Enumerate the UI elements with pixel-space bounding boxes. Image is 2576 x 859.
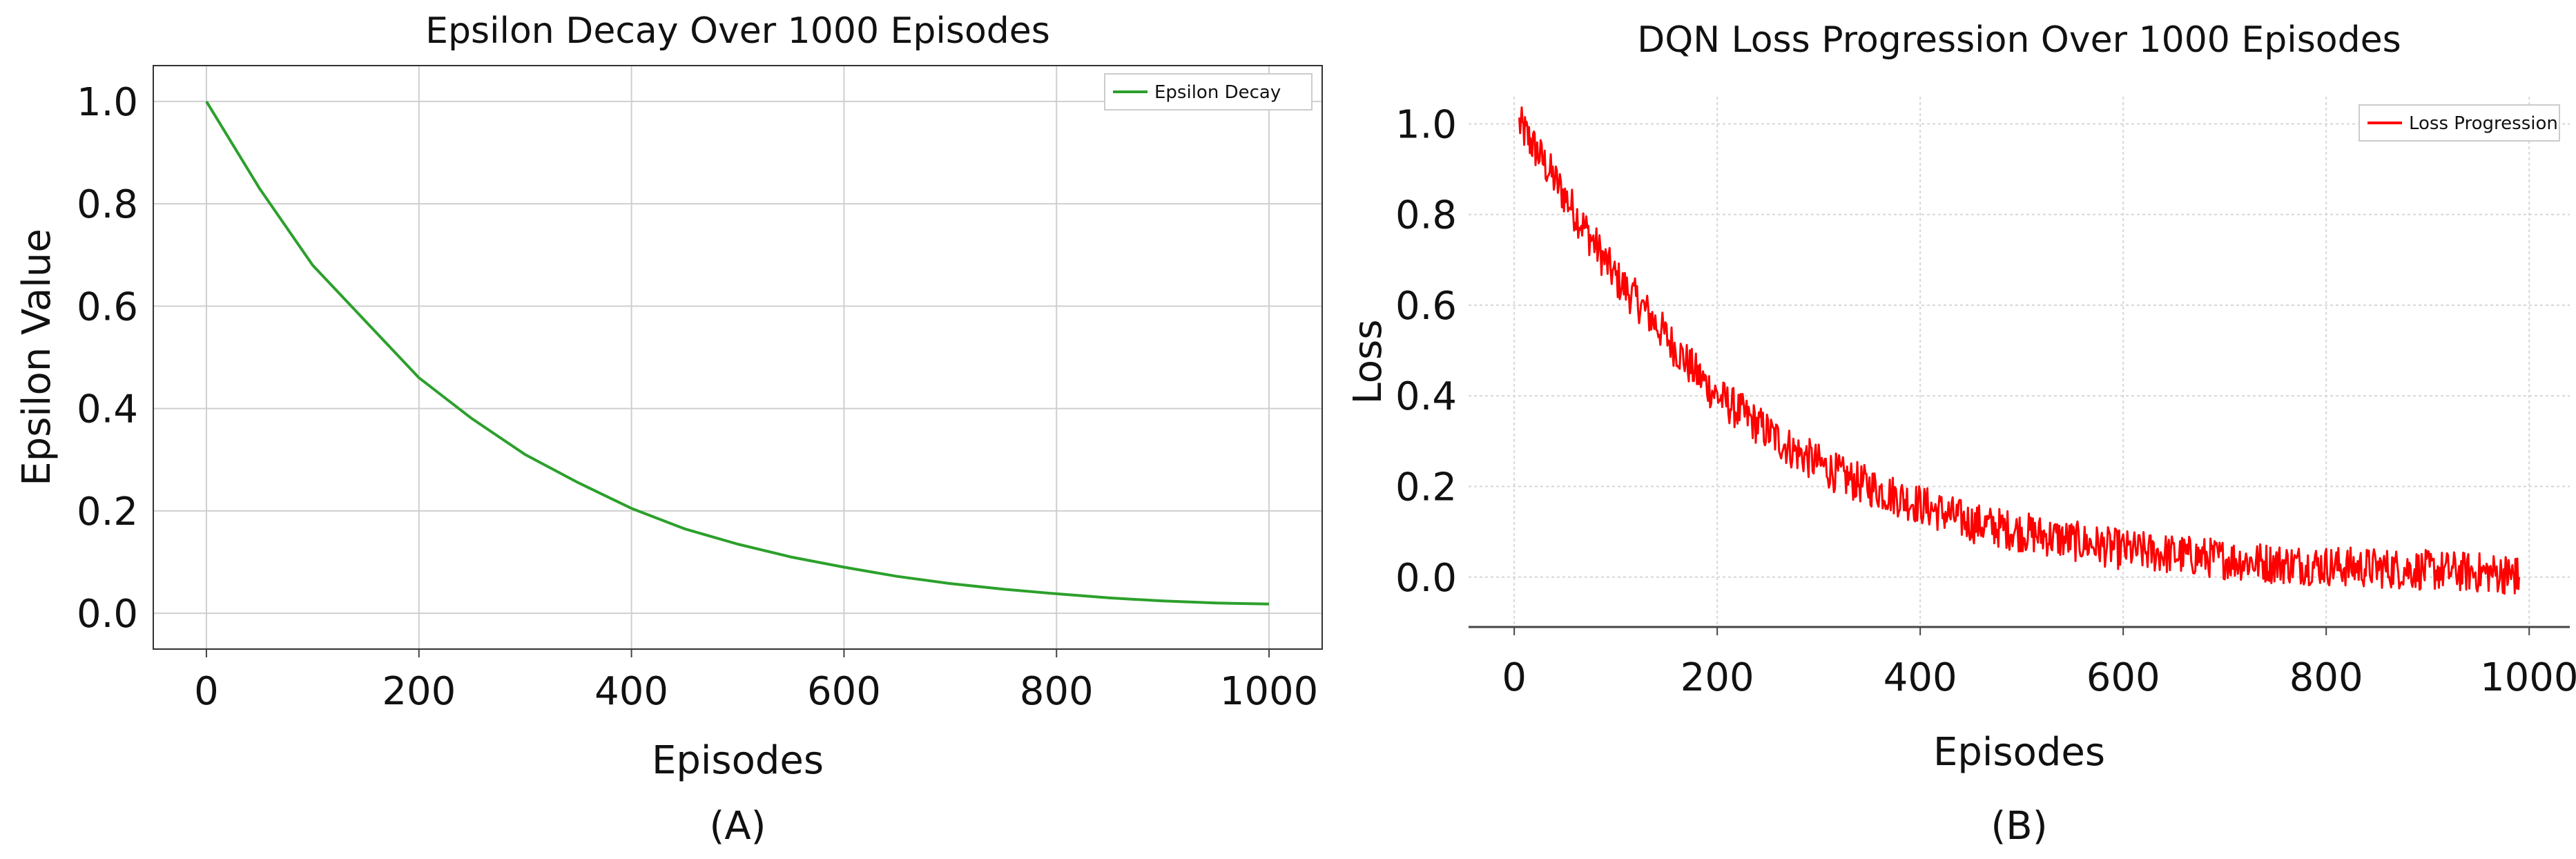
chart-a-x-tick-label-1: 200	[382, 669, 456, 714]
chart-b-y-tick-label-5: 1.0	[1395, 102, 1457, 147]
chart-a-title: Epsilon Decay Over 1000 Episodes	[425, 10, 1050, 52]
chart-b-x-tick-label-3: 600	[2086, 655, 2160, 700]
chart-a-x-tick-label-4: 800	[1020, 669, 1094, 714]
chart-a-x-tick-label-0: 0	[194, 669, 219, 714]
chart-b-y-tick-label-3: 0.6	[1395, 284, 1457, 329]
chart-a-x-ticks: 0 200 400 600 800 1000	[194, 649, 1318, 714]
chart-a-grid	[153, 66, 1322, 649]
chart-b-y-tick-label-2: 0.4	[1395, 374, 1457, 419]
chart-a-y-tick-label-5: 1.0	[77, 80, 138, 125]
chart-b-x-tick-label-1: 200	[1681, 655, 1754, 700]
chart-a-svg: 0 200 400 600 800 1000 0.0 0.2 0.4 0.6 0.8 1.0 Eps…	[14, 10, 1323, 849]
chart-a-x-tick-label-3: 600	[807, 669, 881, 714]
chart-a-y-tick-label-0: 0.0	[77, 592, 138, 637]
chart-a-x-tick-label-2: 400	[594, 669, 668, 714]
chart-panel-a: 0 200 400 600 800 1000 0.0 0.2 0.4 0.6 0.8 1.0 Eps…	[14, 10, 1323, 849]
chart-b-x-tick-label-2: 400	[1883, 655, 1957, 700]
chart-b-x-tick-label-0: 0	[1502, 655, 1527, 700]
chart-a-x-tick-label-5: 1000	[1220, 669, 1319, 714]
chart-b-x-ticks: 0 200 400 600 800 1000	[1502, 627, 2576, 700]
chart-b-title: DQN Loss Progression Over 1000 Episodes	[1637, 19, 2401, 61]
chart-b-y-tick-label-4: 0.8	[1395, 193, 1457, 238]
chart-b-legend: Loss Progression	[2359, 104, 2560, 142]
chart-a-y-tick-label-2: 0.4	[77, 387, 138, 432]
chart-b-x-axis-label: Episodes	[1933, 730, 2105, 775]
chart-b-x-tick-label-4: 800	[2289, 655, 2363, 700]
chart-b-svg: 0 200 400 600 800 1000 0.0 0.2 0.4 0.6 0.8 1.0 Los…	[1346, 19, 2576, 849]
chart-b-y-tick-label-0: 0.0	[1395, 556, 1457, 601]
chart-b-y-axis-label: Loss	[1346, 320, 1391, 405]
chart-a-y-axis-label: Epsilon Value	[14, 229, 59, 486]
chart-a-x-axis-label: Episodes	[652, 738, 824, 783]
chart-b-panel-label: (B)	[1991, 804, 2047, 849]
chart-a-y-tick-label-1: 0.2	[77, 490, 138, 534]
chart-a-series	[205, 100, 1270, 606]
chart-a-y-ticks: 0.0 0.2 0.4 0.6 0.8 1.0	[77, 80, 138, 637]
chart-b-legend-label: Loss Progression	[2409, 113, 2558, 134]
chart-a-panel-label: (A)	[709, 804, 766, 849]
chart-b-series-line-0	[1518, 106, 2520, 595]
chart-b-x-tick-label-5: 1000	[2480, 655, 2576, 700]
chart-a-y-tick-label-3: 0.6	[77, 284, 138, 329]
chart-a-series-line-0	[205, 100, 1270, 606]
chart-a-plot-frame	[153, 65, 1323, 650]
chart-b-y-tick-label-1: 0.2	[1395, 465, 1457, 510]
chart-a-legend-label: Epsilon Decay	[1154, 82, 1281, 103]
chart-a-y-tick-label-4: 0.8	[77, 182, 138, 227]
chart-panel-b: 0 200 400 600 800 1000 0.0 0.2 0.4 0.6 0.8 1.0 Los…	[1333, 0, 2576, 859]
chart-b-y-ticks: 0.0 0.2 0.4 0.6 0.8 1.0	[1395, 102, 1457, 600]
chart-b-series	[1518, 106, 2520, 595]
chart-a-legend: Epsilon Decay	[1104, 73, 1313, 110]
chart-a-legend-box	[1104, 73, 1313, 110]
